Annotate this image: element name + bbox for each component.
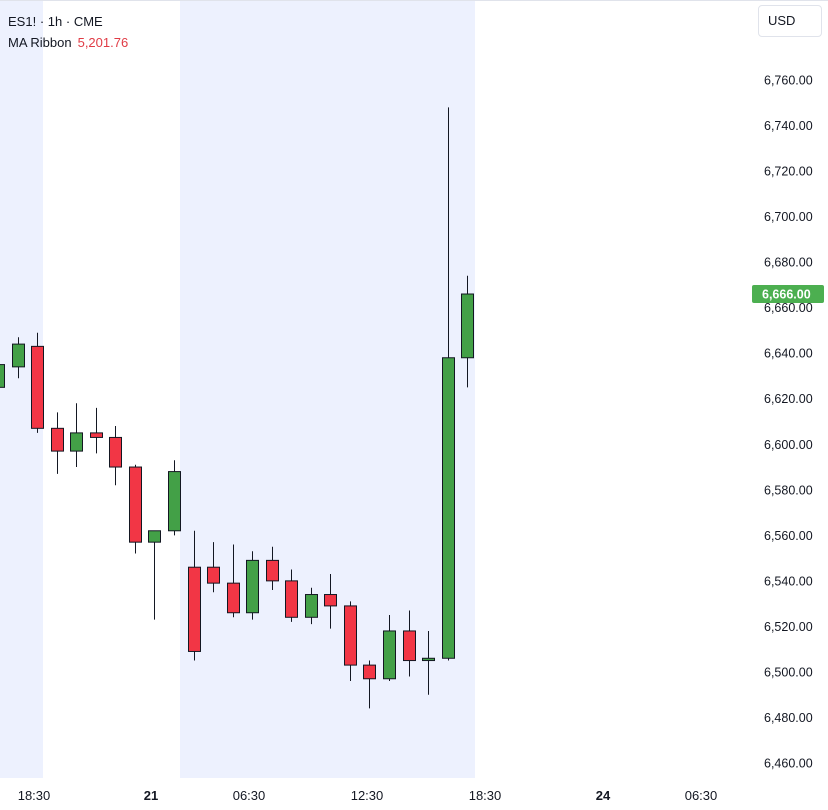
candle[interactable]: [324, 574, 337, 629]
indicator-name[interactable]: MA Ribbon: [8, 35, 72, 50]
candle[interactable]: [383, 615, 396, 682]
chart-legend: ES1! · 1h · CME MA Ribbon 5,201.76: [8, 11, 128, 53]
time-tick-label: 06:30: [685, 788, 718, 803]
candle-body-down: [188, 566, 201, 652]
candle-body-down: [90, 432, 103, 438]
session-shading: [0, 0, 828, 778]
candle[interactable]: [227, 544, 240, 618]
candle[interactable]: [285, 569, 298, 622]
time-tick-label: 21: [144, 788, 158, 803]
time-tick-label: 12:30: [351, 788, 384, 803]
candle-body-up: [0, 364, 5, 388]
candle-body-up: [442, 357, 455, 659]
price-tick-label: 6,680.00: [764, 256, 813, 270]
price-tick-label: 6,540.00: [764, 574, 813, 588]
candle[interactable]: [188, 530, 201, 661]
price-tick-label: 6,640.00: [764, 347, 813, 361]
candle[interactable]: [90, 407, 103, 454]
candle[interactable]: [148, 530, 161, 620]
candle-body-up: [168, 471, 181, 532]
interval-label[interactable]: 1h: [47, 14, 63, 29]
candle[interactable]: [31, 332, 44, 433]
candle[interactable]: [12, 337, 25, 379]
legend-separator: ·: [39, 14, 45, 29]
candle-body-down: [403, 630, 416, 662]
candle[interactable]: [305, 587, 318, 625]
candle-body-down: [266, 559, 279, 582]
candle[interactable]: [461, 275, 474, 388]
candle-body-down: [324, 594, 337, 607]
session-background: [180, 0, 475, 778]
candle-body-up: [12, 343, 25, 368]
candle[interactable]: [246, 551, 259, 620]
price-tick-label: 6,760.00: [764, 74, 813, 88]
candle[interactable]: [109, 426, 122, 486]
candles: [0, 107, 474, 709]
candle-body-down: [31, 345, 44, 429]
candle-body-down: [51, 427, 64, 452]
time-axis: 18:30 21 06:30 12:30 18:30 24 06:30: [18, 788, 718, 803]
candle-body-up: [383, 630, 396, 680]
price-tick-label: 6,660.00: [764, 301, 813, 315]
price-tick-label: 6,720.00: [764, 165, 813, 179]
symbol-name[interactable]: ES1!: [8, 14, 37, 29]
price-tick-label: 6,460.00: [764, 757, 813, 771]
candle-body-down: [285, 580, 298, 618]
candle[interactable]: [344, 601, 357, 682]
candle[interactable]: [129, 464, 142, 554]
price-tick-label: 6,740.00: [764, 119, 813, 133]
last-price-marker: 6,666.00: [752, 285, 824, 304]
price-tick-label: 6,700.00: [764, 210, 813, 224]
price-tick-label: 6,480.00: [764, 711, 813, 725]
candle-body-up: [70, 432, 83, 452]
indicator-value: 5,201.76: [77, 35, 129, 50]
exchange-label: CME: [73, 14, 103, 29]
time-tick-label: 06:30: [233, 788, 266, 803]
last-price-label: 6,666.00: [762, 288, 811, 302]
candle-body-down: [227, 582, 240, 614]
price-tick-label: 6,580.00: [764, 483, 813, 497]
price-tick-label: 6,600.00: [764, 438, 813, 452]
candle[interactable]: [0, 360, 5, 392]
candle[interactable]: [70, 403, 83, 468]
candle[interactable]: [442, 107, 455, 661]
candle-body-up: [305, 594, 318, 618]
currency-button[interactable]: USD: [758, 5, 822, 37]
price-axis: 6,760.00 6,740.00 6,720.00 6,700.00 6,680.00…: [764, 74, 813, 771]
candle-body-down: [109, 436, 122, 468]
time-tick-label: 18:30: [469, 788, 502, 803]
indicator-row[interactable]: MA Ribbon 5,201.76: [8, 32, 128, 53]
candle-body-down: [363, 664, 376, 680]
candle-body-up: [148, 530, 161, 543]
candle-body-up: [461, 293, 474, 359]
candle[interactable]: [51, 412, 64, 474]
candle-body-up: [246, 559, 259, 614]
candle-body-up: [422, 657, 435, 662]
candle[interactable]: [168, 460, 181, 536]
candle-body-down: [207, 566, 220, 584]
time-tick-label: 18:30: [18, 788, 51, 803]
price-tick-label: 6,520.00: [764, 620, 813, 634]
legend-separator: ·: [65, 14, 71, 29]
time-tick-label: 24: [596, 788, 611, 803]
candle[interactable]: [207, 542, 220, 593]
candle[interactable]: [363, 660, 376, 709]
last-price-badge: [752, 285, 824, 304]
price-tick-label: 6,620.00: [764, 392, 813, 406]
candle-body-down: [344, 605, 357, 666]
price-tick-label: 6,500.00: [764, 665, 813, 679]
symbol-row[interactable]: ES1! · 1h · CME: [8, 11, 128, 32]
candle[interactable]: [403, 610, 416, 677]
candle[interactable]: [422, 630, 435, 695]
candle[interactable]: [266, 546, 279, 590]
price-tick-label: 6,560.00: [764, 529, 813, 543]
candle-body-down: [129, 466, 142, 543]
